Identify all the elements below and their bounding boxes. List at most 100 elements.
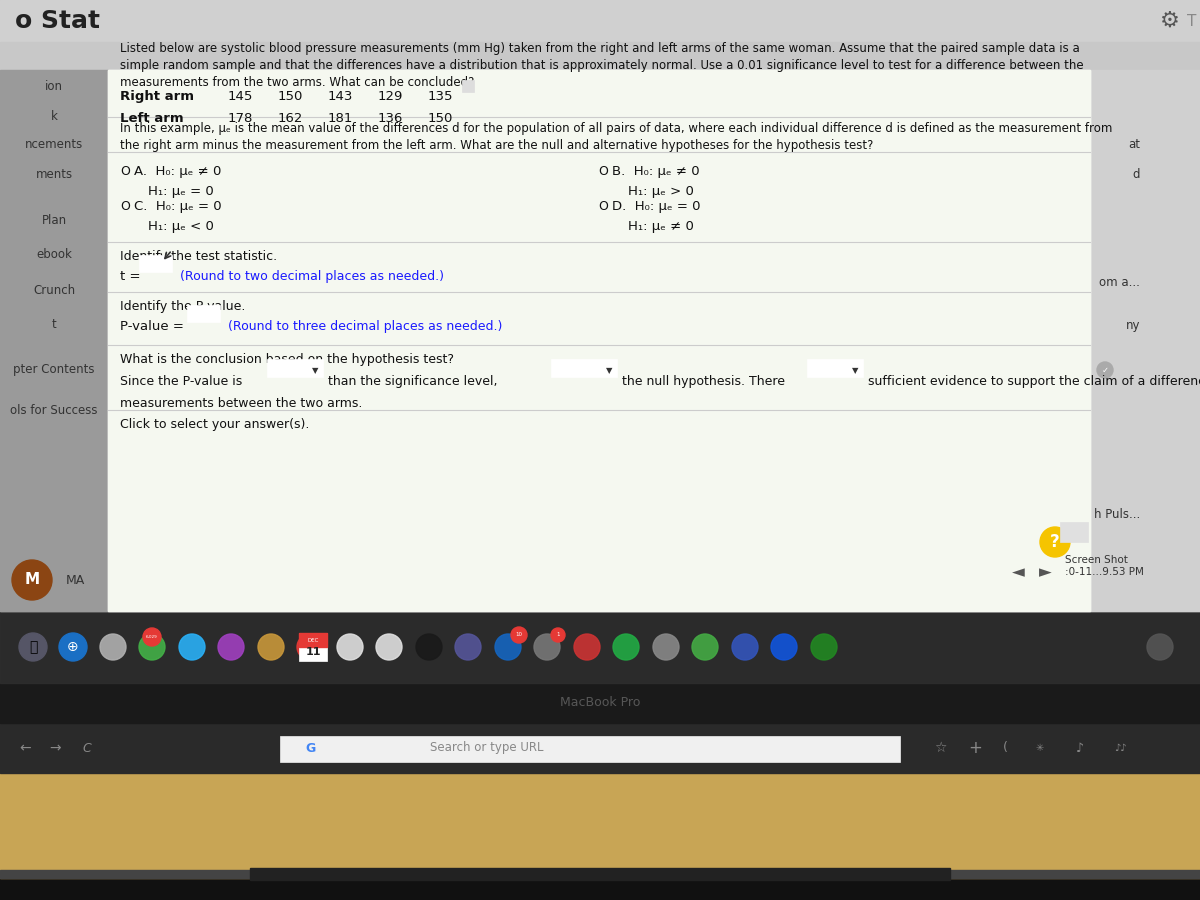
Text: the right arm minus the measurement from the left arm. What are the null and alt: the right arm minus the measurement from… [120,139,874,152]
Text: 6,029: 6,029 [146,635,158,639]
Text: t: t [52,319,56,331]
Circle shape [455,634,481,660]
Text: H₁: μₑ ≠ 0: H₁: μₑ ≠ 0 [628,220,694,233]
Text: measurements from the two arms. What can be concluded?: measurements from the two arms. What can… [120,76,474,89]
Text: MacBook Pro: MacBook Pro [560,697,640,709]
Circle shape [1097,362,1114,378]
Text: ⊕: ⊕ [67,640,79,654]
Text: Identify the P-value.: Identify the P-value. [120,300,245,313]
Circle shape [551,628,565,642]
Circle shape [60,634,86,660]
Text: Left arm: Left arm [120,112,184,125]
Bar [462,80,474,92]
Circle shape [1147,634,1174,660]
Text: ny: ny [1126,319,1140,331]
Text: 129: 129 [377,90,403,103]
Text: than the significance level,: than the significance level, [328,375,498,388]
Text: Right arm: Right arm [120,90,194,103]
Text: ♪: ♪ [1076,742,1084,754]
Bar [250,868,950,880]
Circle shape [59,633,88,661]
Text: ncements: ncements [25,138,83,150]
Bar [1090,70,1200,611]
Text: k: k [50,110,58,122]
Text: ←: ← [19,741,31,755]
Text: ▼: ▼ [312,366,318,375]
Text: Search or type URL: Search or type URL [430,742,544,754]
Text: 150: 150 [277,90,302,103]
Circle shape [20,634,46,660]
Text: What is the conclusion based on the hypothesis test?: What is the conclusion based on the hypo… [120,353,454,366]
Circle shape [1040,527,1070,557]
Text: measurements between the two arms.: measurements between the two arms. [120,397,362,410]
Text: O: O [598,200,608,213]
Bar [0,0,1200,611]
Text: DEC: DEC [307,637,319,643]
Text: O: O [120,200,130,213]
Text: →: → [49,741,61,755]
Text: ▼: ▼ [606,366,612,375]
Text: ion: ion [46,79,64,93]
Circle shape [143,628,161,646]
Bar [808,360,863,377]
Text: Crunch: Crunch [32,284,76,296]
Text: 🚀: 🚀 [29,640,37,654]
Text: 135: 135 [427,90,452,103]
Text: Listed below are systolic blood pressure measurements (mm Hg) taken from the rig: Listed below are systolic blood pressure… [120,42,1080,55]
Circle shape [258,634,284,660]
Circle shape [811,634,838,660]
Text: 143: 143 [328,90,353,103]
Text: 136: 136 [377,112,403,125]
Text: (Round to three decimal places as needed.): (Round to three decimal places as needed… [228,320,503,333]
Circle shape [179,634,205,660]
Text: H₁: μₑ < 0: H₁: μₑ < 0 [148,220,214,233]
Text: B.  H₀: μₑ ≠ 0: B. H₀: μₑ ≠ 0 [612,165,700,178]
Circle shape [12,560,52,600]
Text: at: at [1128,138,1140,150]
Text: A.  H₀: μₑ ≠ 0: A. H₀: μₑ ≠ 0 [134,165,221,178]
Circle shape [337,634,364,660]
Text: d: d [1133,167,1140,181]
Circle shape [496,634,521,660]
Text: T: T [1187,14,1196,29]
Text: 11: 11 [305,647,320,657]
Bar [0,723,1200,773]
Circle shape [376,634,402,660]
Text: pter Contents: pter Contents [13,364,95,376]
Text: 150: 150 [427,112,452,125]
Text: ✳: ✳ [1036,743,1044,753]
Text: 181: 181 [328,112,353,125]
Text: ☆: ☆ [934,741,947,755]
Circle shape [298,634,323,660]
Bar [0,773,1200,878]
Bar [0,611,1200,683]
Bar [140,256,172,272]
Text: M: M [24,572,40,588]
Circle shape [511,627,527,643]
Circle shape [19,633,47,661]
Text: H₁: μₑ = 0: H₁: μₑ = 0 [148,185,214,198]
Text: ♪♪: ♪♪ [1114,743,1127,753]
Bar [1060,522,1088,542]
Text: Screen Shot: Screen Shot [1066,555,1128,565]
Bar [0,0,1200,42]
Bar [268,360,323,377]
Text: sufficient evidence to support the claim of a difference in: sufficient evidence to support the claim… [868,375,1200,388]
Text: P-value =: P-value = [120,320,188,333]
Circle shape [653,634,679,660]
Text: om a...: om a... [1099,275,1140,289]
Text: ⚙: ⚙ [1160,11,1180,31]
Circle shape [732,634,758,660]
Text: 145: 145 [227,90,253,103]
Text: 178: 178 [227,112,253,125]
Text: ►: ► [1039,563,1051,581]
Bar [299,633,326,647]
Text: Since the P-value is: Since the P-value is [120,375,242,388]
Bar [0,683,1200,723]
Text: +: + [968,739,982,757]
Bar [108,70,1090,611]
Text: simple random sample and that the differences have a distribution that is approx: simple random sample and that the differ… [120,59,1084,72]
Text: O: O [120,165,130,178]
Text: (Round to two decimal places as needed.): (Round to two decimal places as needed.) [180,270,444,283]
Text: O: O [598,165,608,178]
